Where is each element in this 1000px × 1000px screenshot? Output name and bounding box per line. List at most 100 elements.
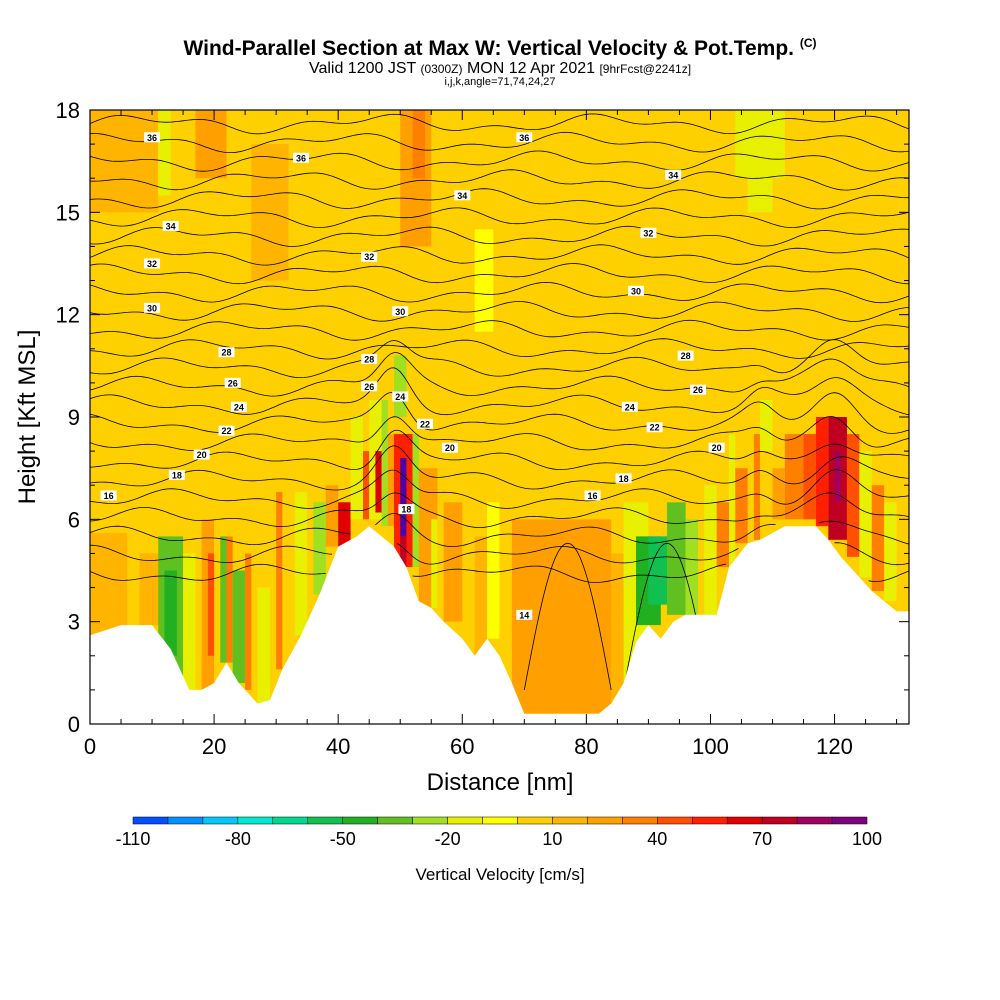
contour-label-bg (230, 401, 247, 412)
y-tick-label: 9 (68, 405, 80, 430)
w-cell (716, 502, 730, 568)
colorbar-swatch (657, 816, 693, 825)
w-cell (685, 519, 699, 615)
theta-contour-line (90, 263, 909, 285)
contour-label-bg (193, 449, 210, 460)
w-cell (226, 536, 233, 663)
contour-label-bg (417, 418, 434, 429)
w-cell (735, 468, 748, 544)
subtitle-valid: Valid 1200 JST (308, 60, 416, 77)
colorbar-swatch (622, 816, 658, 825)
colorbar: -110 -80 -50 -20 10 40 70 100 (116, 816, 882, 849)
colorbar-swatch (587, 816, 623, 825)
contour-label-bg (690, 384, 707, 395)
w-cell (232, 570, 246, 684)
w-cell (387, 434, 395, 527)
colorbar-swatch (272, 816, 309, 825)
w-cell (313, 502, 326, 595)
contour-label: 36 (296, 153, 306, 163)
w-cell (400, 536, 407, 568)
theta-contour-line (90, 131, 909, 153)
contour-label: 22 (420, 419, 430, 429)
w-cell (803, 434, 816, 520)
colorbar-tick-label: -110 (116, 829, 151, 849)
colorbar-swatch (202, 816, 239, 825)
theta-contour-line (90, 150, 909, 172)
contour-label-bg (162, 220, 179, 231)
x-axis-title: Distance [nm] (427, 769, 574, 796)
contour-label: 20 (197, 450, 207, 460)
w-cell (412, 110, 426, 179)
contour-label: 32 (364, 252, 374, 262)
w-cell (400, 457, 407, 537)
contour-label: 34 (457, 191, 467, 201)
contour-label-bg (398, 504, 415, 515)
theta-contour-line (90, 512, 909, 547)
y-axis-title: Height [Kft MSL] (14, 330, 41, 505)
colorbar-tick-label: -80 (225, 829, 251, 849)
colorbar-swatch (482, 816, 518, 825)
colorbar-swatch (831, 816, 868, 825)
theta-contour-line (90, 415, 909, 451)
contour-label-bg (144, 302, 161, 313)
x-tick-label: 60 (450, 734, 474, 759)
w-cell (884, 502, 897, 602)
contour-label-bg (516, 609, 533, 620)
colorbar-tick-label: 100 (852, 829, 882, 849)
contour-label-bg (441, 442, 458, 453)
contour-label-bg (665, 169, 682, 180)
contour-label: 34 (668, 170, 678, 180)
colorbar-swatch (796, 816, 833, 825)
contour-label-bg (646, 422, 663, 433)
w-cell (294, 492, 308, 636)
contour-labels: 36 36 36 34 34 34 32 32 32 30 30 30 28 28 28 26 26 26 24 24… (100, 132, 725, 620)
chart-title-text: Wind-Parallel Section at Max W: Vertical… (183, 37, 794, 60)
contour-label: 30 (147, 303, 157, 313)
contour-label: 36 (147, 133, 157, 143)
w-cell (164, 570, 177, 656)
contour-label: 22 (221, 426, 231, 436)
w-cell (251, 144, 289, 281)
contour-label-bg (708, 442, 725, 453)
contour-label-bg (361, 354, 378, 365)
w-cell (474, 536, 488, 656)
w-cell (815, 417, 829, 527)
w-cell (158, 110, 171, 196)
w-cell (363, 451, 370, 520)
subtitle-utc: (0300Z) (420, 62, 463, 76)
w-cell (195, 110, 227, 179)
colorbar-tick-label: 40 (647, 829, 667, 849)
y-tick-label: 3 (68, 610, 80, 635)
contour-label-bg (615, 473, 632, 484)
contour-label-bg (218, 425, 235, 436)
theta-contour-line (90, 469, 909, 509)
contour-label-bg (144, 258, 161, 269)
w-cell (871, 485, 885, 591)
w-cell (394, 355, 407, 417)
theta-contours (90, 113, 909, 690)
chart-subtitle-indices: i,j,k,angle=71,74,24,27 (444, 76, 556, 88)
colorbar-swatch (517, 816, 553, 825)
contour-label-bg (392, 391, 409, 402)
w-cell (648, 536, 668, 605)
w-cell (474, 229, 494, 332)
contour-label: 36 (519, 133, 529, 143)
w-cell (667, 502, 686, 615)
colorbar-swatch (307, 816, 343, 825)
x-tick-label: 120 (816, 734, 853, 759)
w-cell (245, 553, 252, 690)
w-cell (220, 536, 227, 663)
contour-label-bg (516, 132, 533, 143)
theta-contour-line (90, 225, 909, 247)
contour-label-bg (640, 227, 657, 238)
x-tick-label: 40 (326, 734, 350, 759)
x-tick-label: 0 (84, 734, 96, 759)
colorbar-swatch (726, 816, 763, 825)
theta-contour-line (90, 445, 909, 491)
contour-label: 32 (147, 259, 157, 269)
contour-label-bg (361, 381, 378, 392)
colorbar-swatch (377, 816, 413, 825)
terrain (90, 526, 909, 724)
contour-label-bg (628, 285, 644, 296)
